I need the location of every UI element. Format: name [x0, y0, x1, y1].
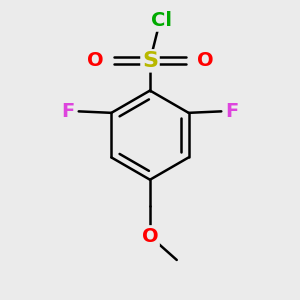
- Text: O: O: [87, 51, 103, 70]
- Text: F: F: [225, 102, 238, 121]
- Text: O: O: [197, 51, 213, 70]
- Text: S: S: [142, 51, 158, 71]
- Text: F: F: [62, 102, 75, 121]
- Text: O: O: [142, 227, 158, 246]
- Text: Cl: Cl: [152, 11, 172, 30]
